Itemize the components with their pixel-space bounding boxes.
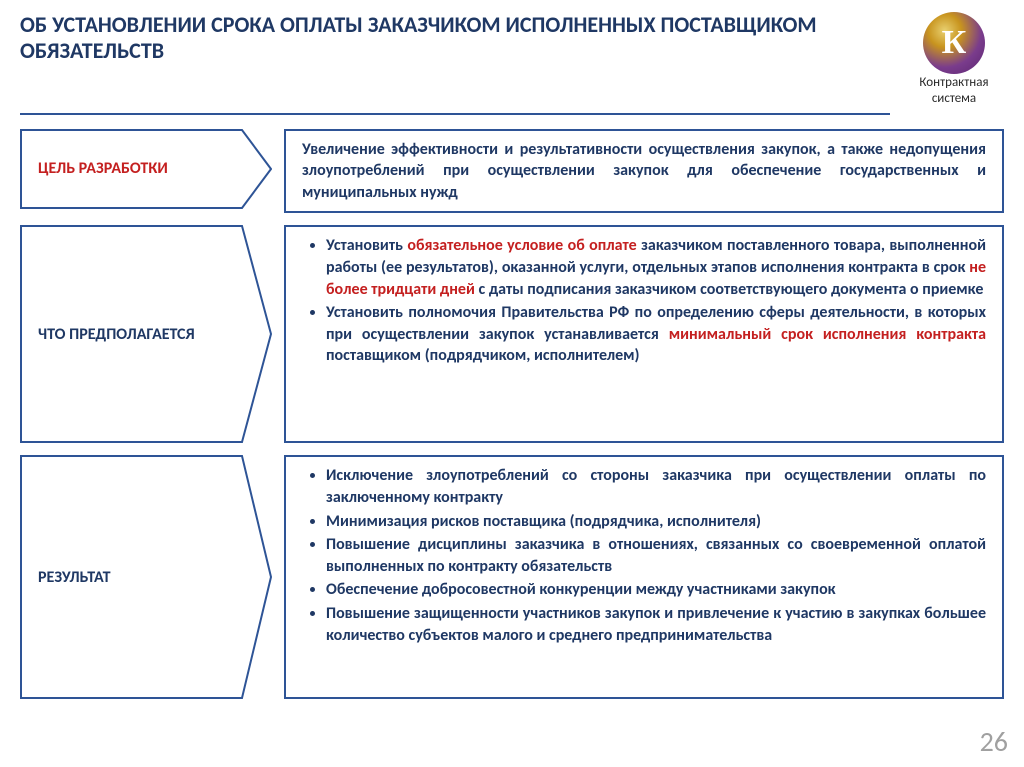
logo: К Контрактная система (904, 12, 1004, 107)
result-item: Минимизация рисков поставщика (подрядчик… (326, 511, 986, 533)
arrow-result: РЕЗУЛЬТАТ (20, 455, 272, 699)
divider (20, 113, 890, 115)
page-title: ОБ УСТАНОВЛЕНИИ СРОКА ОПЛАТЫ ЗАКАЗЧИКОМ … (20, 12, 884, 65)
t-red: минимальный срок исполнения контракта (669, 325, 986, 344)
logo-text-1: Контрактная (904, 76, 1004, 90)
row-result: РЕЗУЛЬТАТ Исключение злоупотреблений со … (20, 455, 1004, 699)
t: Установить (326, 236, 407, 255)
content-goal: Увеличение эффективности и результативно… (284, 129, 1004, 214)
result-item: Обеспечение добросовестной конкуренции м… (326, 579, 986, 601)
content-assume: Установить обязательное условие об оплат… (284, 225, 1004, 443)
result-item: Повышение защищенности участников закупо… (326, 603, 986, 646)
t: с даты подписания заказчиком соответству… (475, 280, 983, 299)
assume-item-1: Установить обязательное условие об оплат… (326, 235, 986, 300)
result-item: Повышение дисциплины заказчика в отношен… (326, 534, 986, 577)
arrow-goal: ЦЕЛЬ РАЗРАБОТКИ (20, 129, 272, 209)
label-result: РЕЗУЛЬТАТ (20, 568, 145, 587)
arrow-assume: ЧТО ПРЕДПОЛАГАЕТСЯ (20, 225, 272, 443)
t-red: обязательное условие об оплате (407, 236, 636, 255)
page-number: 26 (980, 724, 1008, 759)
result-item: Исключение злоупотреблений со стороны за… (326, 465, 986, 508)
logo-letter: К (942, 24, 967, 62)
content-result: Исключение злоупотреблений со стороны за… (284, 455, 1004, 699)
assume-item-2: Установить полномочия Правительства РФ п… (326, 302, 986, 367)
logo-icon: К (923, 12, 985, 74)
label-goal: ЦЕЛЬ РАЗРАБОТКИ (20, 159, 202, 178)
t: поставщиком (подрядчиком, исполнителем) (326, 346, 640, 365)
label-assume: ЧТО ПРЕДПОЛАГАЕТСЯ (20, 325, 229, 344)
logo-text-2: система (904, 92, 1004, 106)
row-goal: ЦЕЛЬ РАЗРАБОТКИ Увеличение эффективности… (20, 129, 1004, 214)
header: ОБ УСТАНОВЛЕНИИ СРОКА ОПЛАТЫ ЗАКАЗЧИКОМ … (20, 12, 1004, 107)
row-assume: ЧТО ПРЕДПОЛАГАЕТСЯ Установить обязательн… (20, 225, 1004, 443)
